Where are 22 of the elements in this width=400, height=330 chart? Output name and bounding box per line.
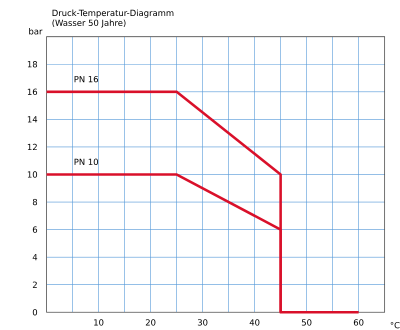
x-axis-title: °C: [390, 322, 400, 328]
x-tick-label: 40: [250, 319, 260, 326]
x-tick-label: 30: [198, 319, 208, 326]
series-label: PN 16: [74, 76, 98, 82]
chart-title: Druck-Temperatur-Diagramm: [52, 10, 174, 18]
y-tick-label: 8: [32, 198, 38, 206]
x-tick-label: 50: [302, 319, 312, 326]
y-axis-title: bar: [29, 28, 42, 34]
series-label: PN 10: [74, 158, 98, 165]
y-tick-label: 18: [28, 61, 38, 68]
chart-subtitle: (Wasser 50 Jahre): [52, 19, 126, 28]
y-tick-label: 14: [28, 116, 38, 122]
y-tick-label: 6: [32, 226, 38, 233]
y-tick-label: 16: [28, 88, 38, 95]
x-tick-label: 10: [94, 319, 104, 326]
y-tick-label: 4: [32, 254, 38, 260]
y-tick-label: 2: [32, 282, 37, 288]
x-tick-label: 20: [146, 319, 156, 326]
y-tick-label: 0: [32, 309, 38, 316]
x-tick-label: 60: [354, 319, 364, 326]
y-tick-label: 12: [28, 144, 37, 150]
y-tick-label: 10: [28, 171, 38, 178]
